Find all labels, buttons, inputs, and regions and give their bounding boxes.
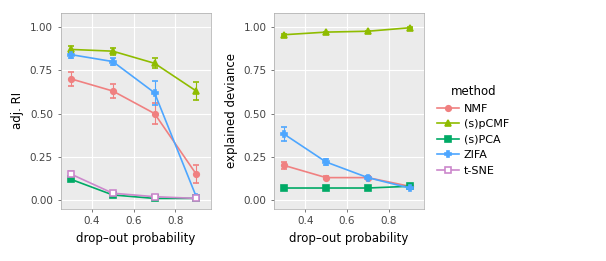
Legend: NMF, (s)pCMF, (s)PCA, ZIFA, t-SNE: NMF, (s)pCMF, (s)PCA, ZIFA, t-SNE [433, 81, 514, 180]
Y-axis label: explained deviance: explained deviance [225, 54, 238, 168]
X-axis label: drop–out probability: drop–out probability [290, 232, 409, 245]
X-axis label: drop–out probability: drop–out probability [76, 232, 195, 245]
Y-axis label: adj. RI: adj. RI [12, 92, 24, 129]
